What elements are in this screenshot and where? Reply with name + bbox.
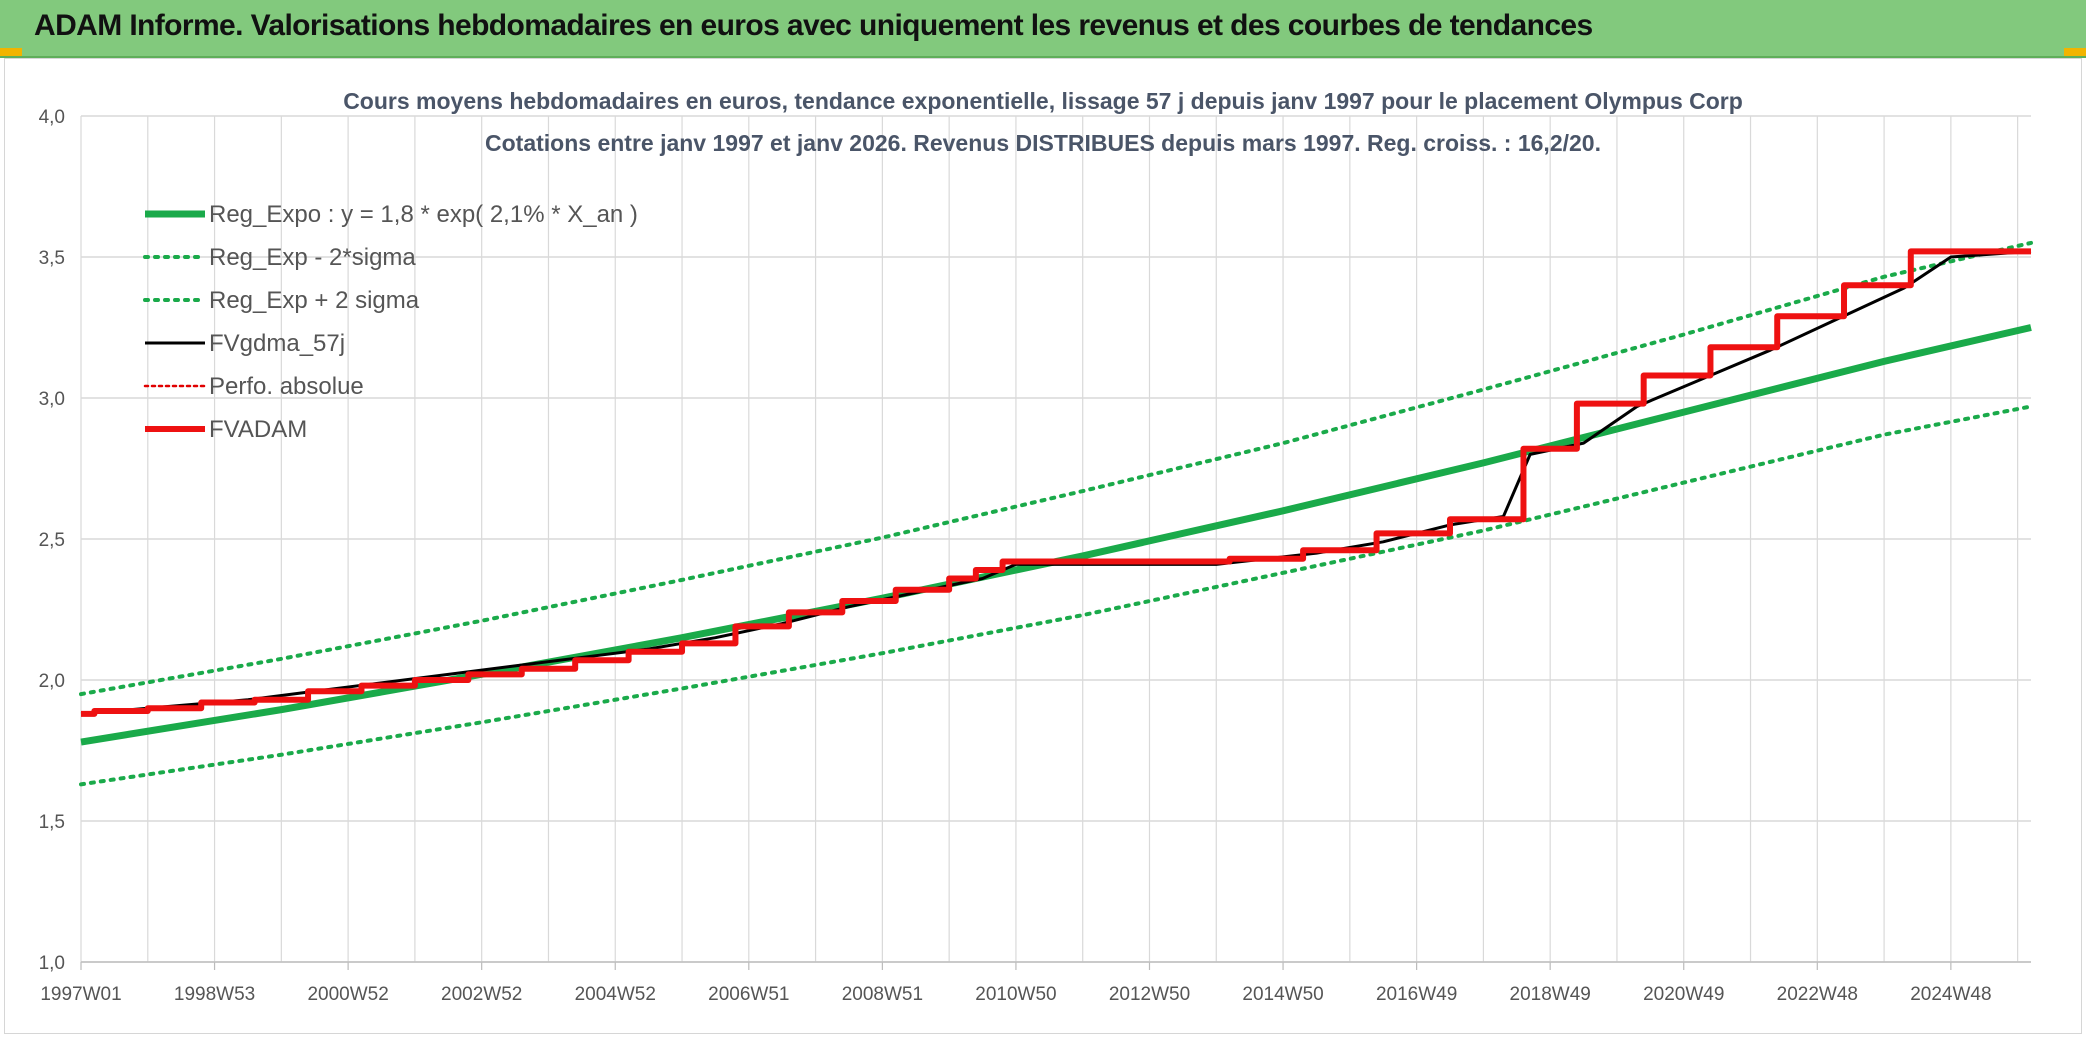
x-tick-label: 2010W50 xyxy=(975,984,1056,1005)
x-tick-label: 1997W01 xyxy=(40,984,121,1005)
y-tick-label: 1,5 xyxy=(39,812,65,833)
legend-perfo-absolue-label: Perfo. absolue xyxy=(209,373,364,400)
banner-corner-right xyxy=(2064,48,2086,56)
y-tick-label: 2,5 xyxy=(39,530,65,551)
banner-corner-left xyxy=(0,48,22,56)
legend-fvadam-label: FVADAM xyxy=(209,416,307,443)
x-tick-label: 2004W52 xyxy=(575,984,656,1005)
x-tick-label: 2012W50 xyxy=(1109,984,1190,1005)
legend-reg-minus-2sigma-label: Reg_Exp - 2*sigma xyxy=(209,244,416,271)
x-tick-label: 2014W50 xyxy=(1242,984,1323,1005)
y-tick-label: 2,0 xyxy=(39,671,65,692)
y-tick-label: 3,5 xyxy=(39,248,65,269)
legend-reg-plus-2sigma-label: Reg_Exp + 2 sigma xyxy=(209,287,420,314)
series-reg-plus-2sigma xyxy=(79,240,2033,697)
series-reg-minus-2sigma xyxy=(79,404,2033,787)
chart-subtitle: Cotations entre janv 1997 et janv 2026. … xyxy=(485,130,1601,156)
chart-frame: Cours moyens hebdomadaires en euros, ten… xyxy=(4,58,2082,1034)
y-tick-label: 1,0 xyxy=(39,953,65,974)
x-tick-label: 2022W48 xyxy=(1777,984,1858,1005)
x-tick-label: 2002W52 xyxy=(441,984,522,1005)
x-tick-label: 2024W48 xyxy=(1910,984,1991,1005)
legend-fvgdma-57j-label: FVgdma_57j xyxy=(209,330,345,357)
series-fvadam xyxy=(81,248,2031,717)
x-tick-label: 2000W52 xyxy=(307,984,388,1005)
chart: Cours moyens hebdomadaires en euros, ten… xyxy=(39,88,2033,1005)
x-tick-label: 1998W53 xyxy=(174,984,255,1005)
x-tick-label: 2008W51 xyxy=(842,984,923,1005)
chart-title: Cours moyens hebdomadaires en euros, ten… xyxy=(343,88,1743,114)
y-tick-label: 4,0 xyxy=(39,107,65,128)
banner: ADAM Informe. Valorisations hebdomadaire… xyxy=(0,0,2086,58)
x-tick-label: 2018W49 xyxy=(1510,984,1591,1005)
banner-title: ADAM Informe. Valorisations hebdomadaire… xyxy=(34,9,1593,42)
y-tick-label: 3,0 xyxy=(39,389,65,410)
x-tick-label: 2006W51 xyxy=(708,984,789,1005)
legend-reg-expo-label: Reg_Expo : y = 1,8 * exp( 2,1% * X_an ) xyxy=(209,201,638,228)
x-tick-label: 2020W49 xyxy=(1643,984,1724,1005)
x-tick-label: 2016W49 xyxy=(1376,984,1457,1005)
